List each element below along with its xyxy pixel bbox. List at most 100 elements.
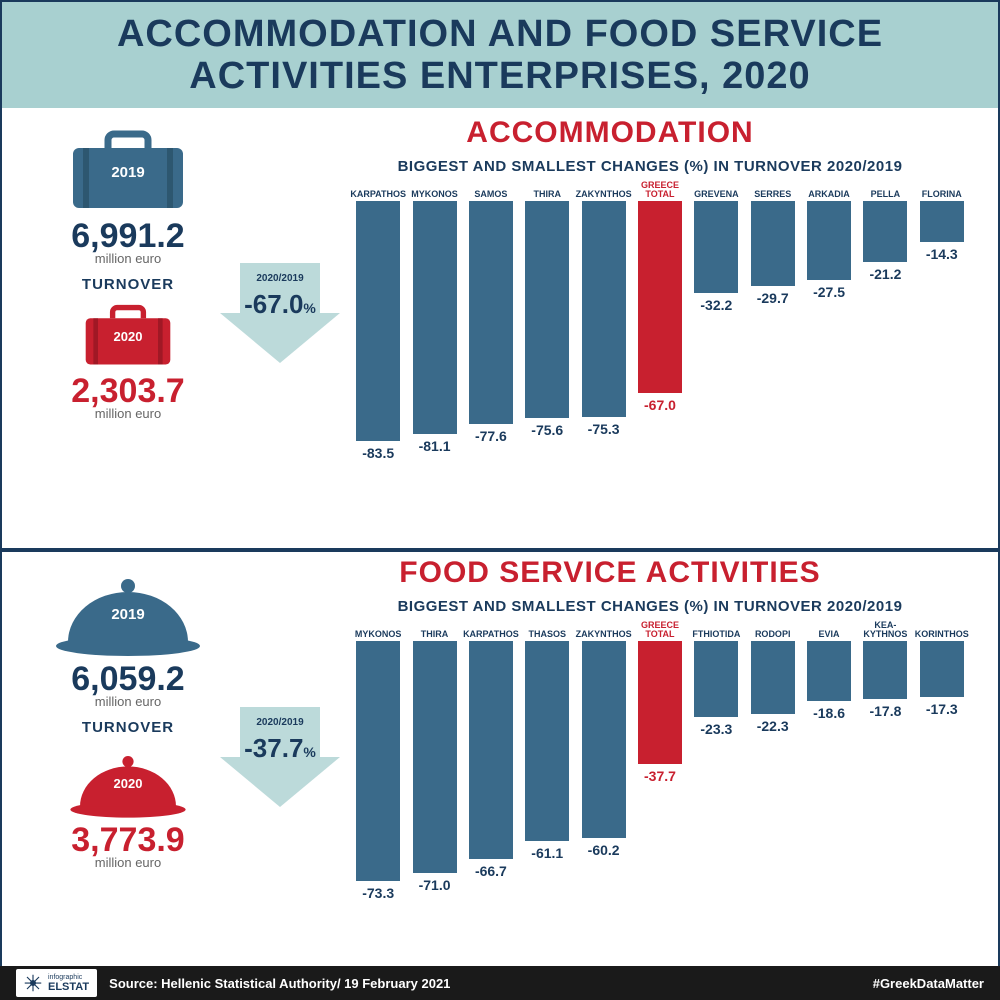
bar [413, 641, 457, 873]
bar-col: ZAKYNTHOS-60.2 [575, 619, 631, 858]
bar [751, 201, 795, 286]
bar-col: KORINTHOS -17.3 [914, 619, 970, 718]
bar [582, 641, 626, 838]
bar-value: -75.6 [531, 422, 563, 438]
food-unit-2: million euro [28, 855, 228, 870]
bar-value: -21.2 [869, 266, 901, 282]
bar [807, 201, 851, 280]
bar-col: GREECETOTAL-37.7 [632, 619, 688, 784]
bar-label: ARKADIA [808, 179, 850, 201]
bar-label: KEA-KYTHNOS [863, 619, 907, 641]
bar-value: -27.5 [813, 284, 845, 300]
bar-col: THASOS -61.1 [519, 619, 575, 861]
bar-col: GREVENA -32.2 [688, 179, 744, 314]
food-year-2020: 2020 [114, 776, 143, 791]
bar-col: RODOPI -22.3 [745, 619, 801, 734]
bar [413, 201, 457, 434]
bar-label: KARPATHOS [463, 619, 519, 641]
cloche-icon-2019: 2019 [53, 564, 203, 659]
bar-value: -66.7 [475, 863, 507, 879]
food-change-period: 2020/2019 [256, 717, 303, 728]
bar-value: -77.6 [475, 428, 507, 444]
accommodation-heading: ACCOMMODATION [240, 116, 980, 150]
bar-col: EVIA -18.6 [801, 619, 857, 722]
year-2020-label: 2020 [114, 329, 143, 344]
accommodation-change-arrow: 2020/2019 -67.0% [220, 263, 340, 368]
accommodation-turnover-panel: 2019 6,991.2 million euro TURNOVER 2020 … [28, 126, 228, 421]
bar-label: GREECETOTAL [641, 619, 679, 641]
bar-label: GREVENA [694, 179, 739, 201]
bar [582, 201, 626, 417]
bar-col: KARPATHOS -83.5 [350, 179, 406, 461]
bar-col: THIRA -75.6 [519, 179, 575, 438]
cloche-icon-2020: 2020 [68, 744, 188, 820]
bar-label: SERRES [754, 179, 791, 201]
bar-label: THASOS [529, 619, 567, 641]
bar-value: -73.3 [362, 885, 394, 901]
bar-label: THIRA [534, 179, 562, 201]
elstat-logo: infographicELSTAT [16, 969, 97, 997]
bar-col: SERRES -29.7 [745, 179, 801, 306]
year-2019-label: 2019 [111, 164, 144, 181]
food-2019-value: 6,059.2 [28, 662, 228, 696]
bar-value: -60.2 [588, 842, 620, 858]
food-turnover-panel: 2019 6,059.2 million euro TURNOVER 2020 … [28, 564, 228, 870]
bar-value: -29.7 [757, 290, 789, 306]
bar-label: MYKONOS [411, 179, 458, 201]
bar-label: SAMOS [474, 179, 507, 201]
bar-value: -32.2 [700, 297, 732, 313]
bar [751, 641, 795, 714]
unit-label-2: million euro [28, 406, 228, 421]
bar-value: -83.5 [362, 445, 394, 461]
food-turnover-label: TURNOVER [28, 719, 228, 736]
bar-col: ZAKYNTHOS -75.3 [575, 179, 631, 437]
bar-label: PELLA [871, 179, 901, 201]
bar [638, 641, 682, 764]
bar-label: FTHIOTIDA [692, 619, 740, 641]
bar-col: MYKONOS -73.3 [350, 619, 406, 901]
bar-value: -67.0 [644, 397, 676, 413]
bar-label: GREECETOTAL [641, 179, 679, 201]
bar [807, 641, 851, 702]
bar-label: KARPATHOS [350, 179, 406, 201]
food-chart: MYKONOS -73.3 THIRA-71.0KARPATHOS -66.7 THAS… [350, 619, 970, 919]
turnover-label: TURNOVER [28, 276, 228, 293]
change-period: 2020/2019 [256, 273, 303, 284]
bar-col: PELLA -21.2 [857, 179, 913, 282]
food-year-2019: 2019 [111, 606, 144, 623]
bar-col: THIRA-71.0 [406, 619, 462, 893]
bar-label: ZAKYNTHOS [576, 179, 632, 201]
bar-col: FTHIOTIDA -23.3 [688, 619, 744, 737]
accommodation-section: ACCOMMODATION BIGGEST AND SMALLEST CHANG… [0, 108, 1000, 548]
source-text: Source: Hellenic Statistical Authority/ … [109, 976, 450, 991]
bar-label: THIRA [421, 619, 449, 641]
bar-col: SAMOS -77.6 [463, 179, 519, 444]
food-change-pct: -37.7% [244, 733, 316, 764]
bar-label: FLORINA [922, 179, 962, 201]
bar-value: -18.6 [813, 705, 845, 721]
bar-label: RODOPI [755, 619, 791, 641]
bar-label: EVIA [819, 619, 840, 641]
food-heading: FOOD SERVICE ACTIVITIES [240, 556, 980, 590]
accommodation-2020-value: 2,303.7 [28, 374, 228, 408]
bar [863, 641, 907, 699]
bar [469, 641, 513, 859]
bar [356, 201, 400, 441]
bar [525, 201, 569, 418]
bar-value: -22.3 [757, 718, 789, 734]
bar-value: -61.1 [531, 845, 563, 861]
accommodation-2019-value: 6,991.2 [28, 219, 228, 253]
bar-value: -17.3 [926, 701, 958, 717]
bar-value: -17.8 [869, 703, 901, 719]
bar-value: -23.3 [700, 721, 732, 737]
bar [356, 641, 400, 881]
bar-value: -75.3 [588, 421, 620, 437]
accommodation-subheading: BIGGEST AND SMALLEST CHANGES (%) IN TURN… [320, 158, 980, 175]
bar-col: GREECETOTAL -67.0 [632, 179, 688, 414]
bar [694, 201, 738, 294]
bar-label: MYKONOS [355, 619, 402, 641]
change-pct: -67.0% [244, 289, 316, 320]
food-unit: million euro [28, 694, 228, 709]
bar-value: -81.1 [419, 438, 451, 454]
bar-label: KORINTHOS [915, 619, 969, 641]
